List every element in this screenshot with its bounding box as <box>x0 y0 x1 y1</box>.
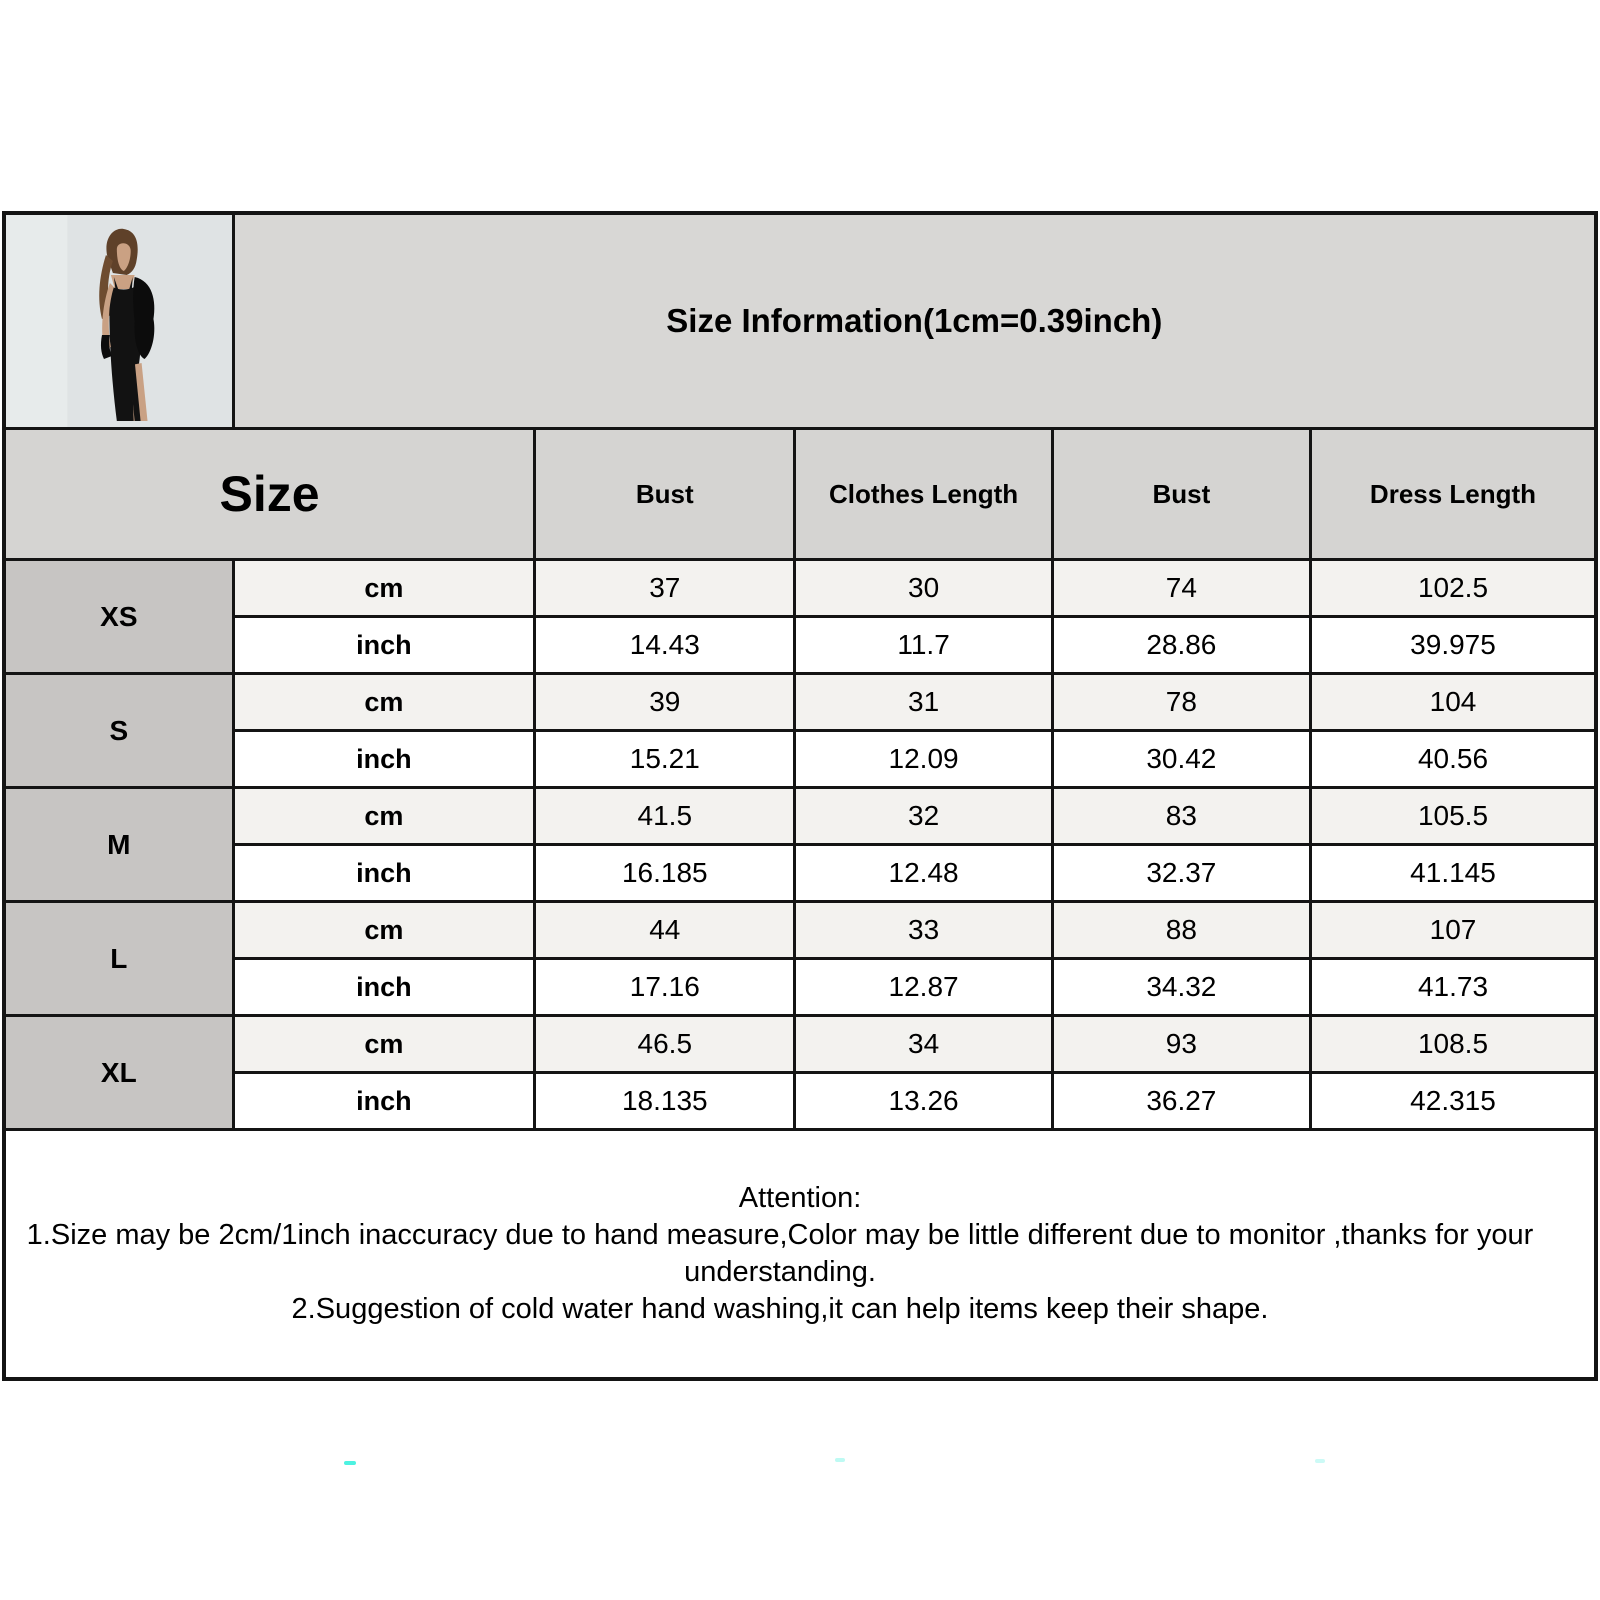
cell-m-cm-bust1: 41.5 <box>533 786 797 846</box>
table-row-xl-cm: XL cm 46.5 34 93 108.5 <box>2 1014 1598 1131</box>
cell-xs-inch-bust2: 28.86 <box>1050 615 1313 675</box>
cell-s-cm-bust2: 78 <box>1050 672 1313 732</box>
cell-xl-inch-bust1: 18.135 <box>533 1071 797 1131</box>
watermark-speck <box>835 1458 845 1462</box>
model-face <box>116 243 131 271</box>
cardigan-cuff <box>100 335 112 359</box>
product-photo-cell <box>2 211 235 430</box>
attention-row: Attention: 1.Size may be 2cm/1inch inacc… <box>2 1128 1598 1381</box>
unit-inch: inch <box>231 729 537 789</box>
cell-xs-inch-bust1: 14.43 <box>533 615 797 675</box>
table-row-s-inch: inch 15.21 12.09 30.42 40.56 <box>4 729 1598 789</box>
table-row-s-cm: S cm 39 31 78 104 <box>2 672 1598 789</box>
attention-cell: Attention: 1.Size may be 2cm/1inch inacc… <box>2 1128 1598 1381</box>
cell-xs-cm-bust2: 74 <box>1050 558 1313 618</box>
table-row-l-inch: inch 17.16 12.87 34.32 41.73 <box>4 957 1598 1017</box>
cell-xl-inch-bust2: 36.27 <box>1050 1071 1313 1131</box>
cell-s-inch-clothes-length: 12.09 <box>793 729 1054 789</box>
cell-s-cm-clothes-length: 31 <box>793 672 1054 732</box>
watermark-speck <box>1315 1459 1325 1463</box>
cell-xs-inch-dress-length: 39.975 <box>1309 615 1598 675</box>
cell-m-inch-clothes-length: 12.48 <box>793 843 1054 903</box>
cell-xs-cm-clothes-length: 30 <box>793 558 1054 618</box>
unit-cm: cm <box>231 900 537 960</box>
unit-cm: cm <box>231 1014 537 1074</box>
cell-m-inch-bust1: 16.185 <box>533 843 797 903</box>
unit-cm: cm <box>231 558 537 618</box>
size-label-s: S <box>2 672 235 789</box>
header-bust-1: Bust <box>533 427 797 561</box>
title-row: Size Information(1cm=0.39inch) <box>2 211 1598 430</box>
attention-heading: Attention: <box>738 1182 862 1214</box>
unit-inch: inch <box>231 615 537 675</box>
cell-m-cm-clothes-length: 32 <box>793 786 1054 846</box>
header-bust-2: Bust <box>1050 427 1313 561</box>
model-hair-strand <box>99 255 113 319</box>
size-label-xl: XL <box>2 1014 235 1131</box>
size-label-m: M <box>2 786 235 903</box>
dress-slit-edge <box>128 361 141 421</box>
cell-l-cm-clothes-length: 33 <box>793 900 1054 960</box>
cell-m-cm-bust2: 83 <box>1050 786 1313 846</box>
header-size: Size <box>2 427 537 561</box>
cell-s-cm-dress-length: 104 <box>1309 672 1598 732</box>
cell-xs-cm-bust1: 37 <box>533 558 797 618</box>
attention-note-2: 2.Suggestion of cold water hand washing,… <box>291 1293 1269 1325</box>
cell-xl-cm-bust2: 93 <box>1050 1014 1313 1074</box>
size-chart-table: Size Information(1cm=0.39inch) Size Bust… <box>2 211 1598 1381</box>
cell-m-inch-bust2: 32.37 <box>1050 843 1313 903</box>
cell-l-inch-bust1: 17.16 <box>533 957 797 1017</box>
cell-xl-inch-clothes-length: 13.26 <box>793 1071 1054 1131</box>
table-row-xs-inch: inch 14.43 11.7 28.86 39.975 <box>4 615 1598 675</box>
header-clothes-length: Clothes Length <box>793 427 1054 561</box>
watermark-speck <box>344 1461 356 1465</box>
attention-note-1: 1.Size may be 2cm/1inch inaccuracy due t… <box>26 1219 1534 1288</box>
size-label-xs: XS <box>2 558 235 675</box>
cell-xl-inch-dress-length: 42.315 <box>1309 1071 1598 1131</box>
size-label-l: L <box>2 900 235 1017</box>
cell-m-cm-dress-length: 105.5 <box>1309 786 1598 846</box>
product-photo <box>7 215 231 426</box>
header-dress-length: Dress Length <box>1309 427 1598 561</box>
unit-cm: cm <box>231 672 537 732</box>
cell-s-inch-dress-length: 40.56 <box>1309 729 1598 789</box>
table-row-m-inch: inch 16.185 12.48 32.37 41.145 <box>4 843 1598 903</box>
unit-inch: inch <box>231 843 537 903</box>
cell-s-inch-bust1: 15.21 <box>533 729 797 789</box>
cell-xl-cm-clothes-length: 34 <box>793 1014 1054 1074</box>
cell-l-cm-dress-length: 107 <box>1309 900 1598 960</box>
size-chart-sheet: Size Information(1cm=0.39inch) Size Bust… <box>2 211 1598 1381</box>
unit-cm: cm <box>231 786 537 846</box>
unit-inch: inch <box>231 1071 537 1131</box>
cell-l-inch-dress-length: 41.73 <box>1309 957 1598 1017</box>
table-row-xl-inch: inch 18.135 13.26 36.27 42.315 <box>4 1071 1598 1131</box>
cell-l-inch-bust2: 34.32 <box>1050 957 1313 1017</box>
table-row-l-cm: L cm 44 33 88 107 <box>2 900 1598 1017</box>
cell-l-cm-bust1: 44 <box>533 900 797 960</box>
dress-strap-left <box>113 277 119 292</box>
cell-l-cm-bust2: 88 <box>1050 900 1313 960</box>
cell-xs-inch-clothes-length: 11.7 <box>793 615 1054 675</box>
cell-xs-cm-dress-length: 102.5 <box>1309 558 1598 618</box>
cell-xl-cm-dress-length: 108.5 <box>1309 1014 1598 1074</box>
page-title: Size Information(1cm=0.39inch) <box>231 211 1598 430</box>
unit-inch: inch <box>231 957 537 1017</box>
cardigan-sleeve <box>133 277 155 359</box>
photo-background-light-strip <box>7 215 68 426</box>
table-row-xs-cm: XS cm 37 30 74 102.5 <box>2 558 1598 675</box>
header-row: Size Bust Clothes Length Bust Dress Leng… <box>2 427 1598 561</box>
cell-s-inch-bust2: 30.42 <box>1050 729 1313 789</box>
cell-l-inch-clothes-length: 12.87 <box>793 957 1054 1017</box>
cell-m-inch-dress-length: 41.145 <box>1309 843 1598 903</box>
model-arm <box>102 283 114 349</box>
cell-s-cm-bust1: 39 <box>533 672 797 732</box>
table-row-m-cm: M cm 41.5 32 83 105.5 <box>2 786 1598 903</box>
cell-xl-cm-bust1: 46.5 <box>533 1014 797 1074</box>
